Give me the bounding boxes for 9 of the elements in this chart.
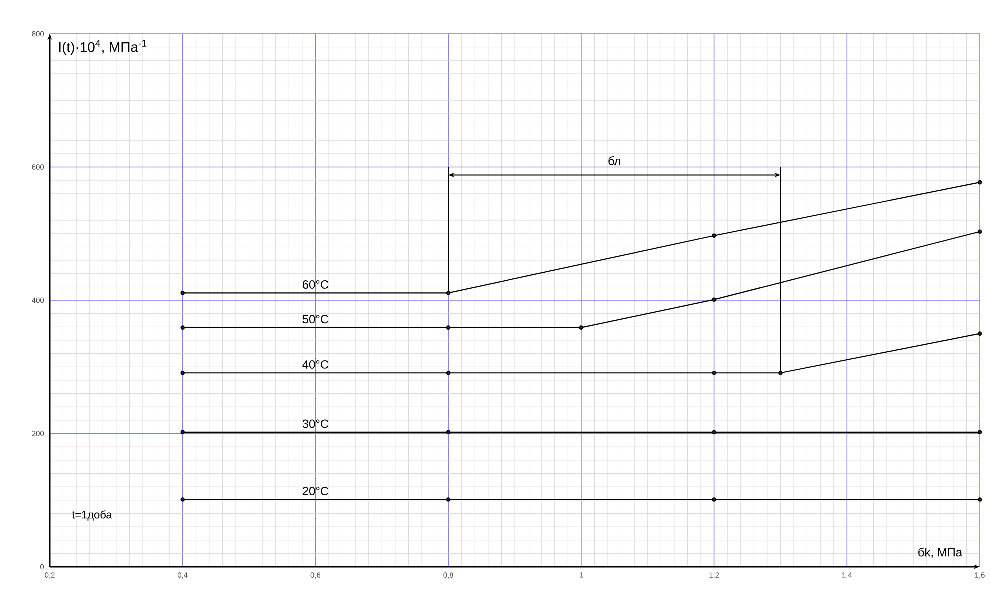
series-label: 60°C xyxy=(302,280,329,289)
y-axis-title: I(t)·10$^{4}$, МПа$^{-1}$ xyxy=(59,40,147,55)
series-label: 30°C xyxy=(302,420,329,428)
series-label: 50°C xyxy=(302,315,329,324)
series-label: 40°C xyxy=(302,360,329,369)
annotation: бл xyxy=(608,156,620,166)
x-axis-title: бk, МПа xyxy=(918,548,963,558)
series-label: 20°C xyxy=(302,487,329,496)
annotation: t=1доба xyxy=(72,510,112,521)
